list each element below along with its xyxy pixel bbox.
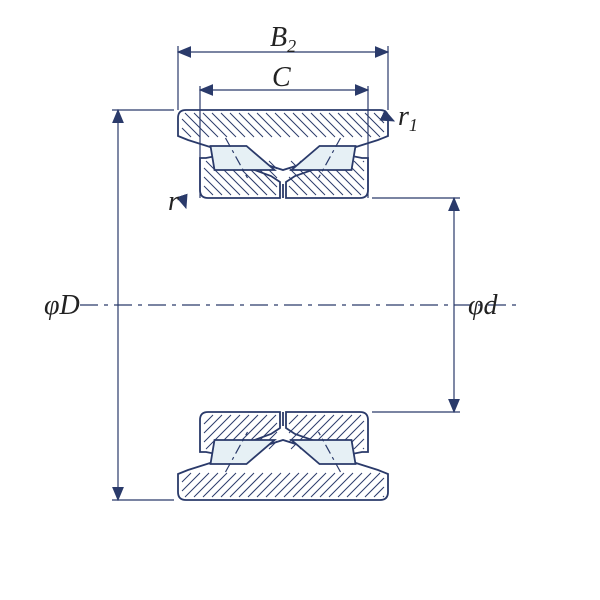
label-r: r [168, 186, 179, 217]
label-phid: φd [468, 290, 498, 321]
label-phiD: φD [44, 290, 80, 321]
label-C: C [272, 62, 291, 93]
label-r1: r1 [398, 101, 418, 135]
label-B2: B2 [270, 22, 296, 56]
